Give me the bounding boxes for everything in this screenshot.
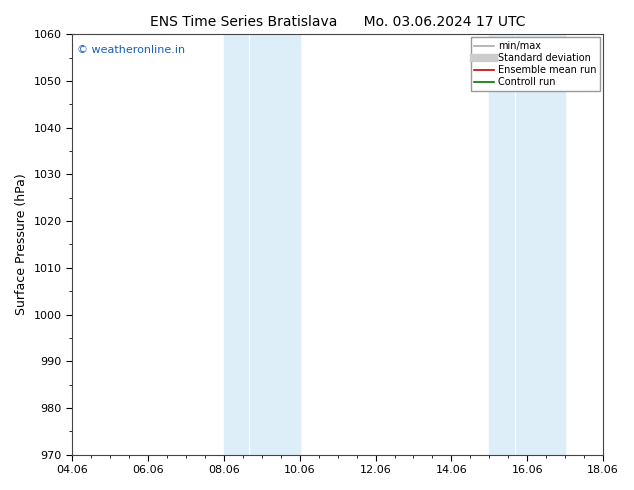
Y-axis label: Surface Pressure (hPa): Surface Pressure (hPa) bbox=[15, 173, 28, 316]
Bar bbox=[489, 34, 565, 455]
Legend: min/max, Standard deviation, Ensemble mean run, Controll run: min/max, Standard deviation, Ensemble me… bbox=[470, 37, 600, 91]
Text: © weatheronline.in: © weatheronline.in bbox=[77, 45, 186, 55]
Bar bbox=[224, 34, 300, 455]
Title: ENS Time Series Bratislava      Mo. 03.06.2024 17 UTC: ENS Time Series Bratislava Mo. 03.06.202… bbox=[150, 15, 526, 29]
